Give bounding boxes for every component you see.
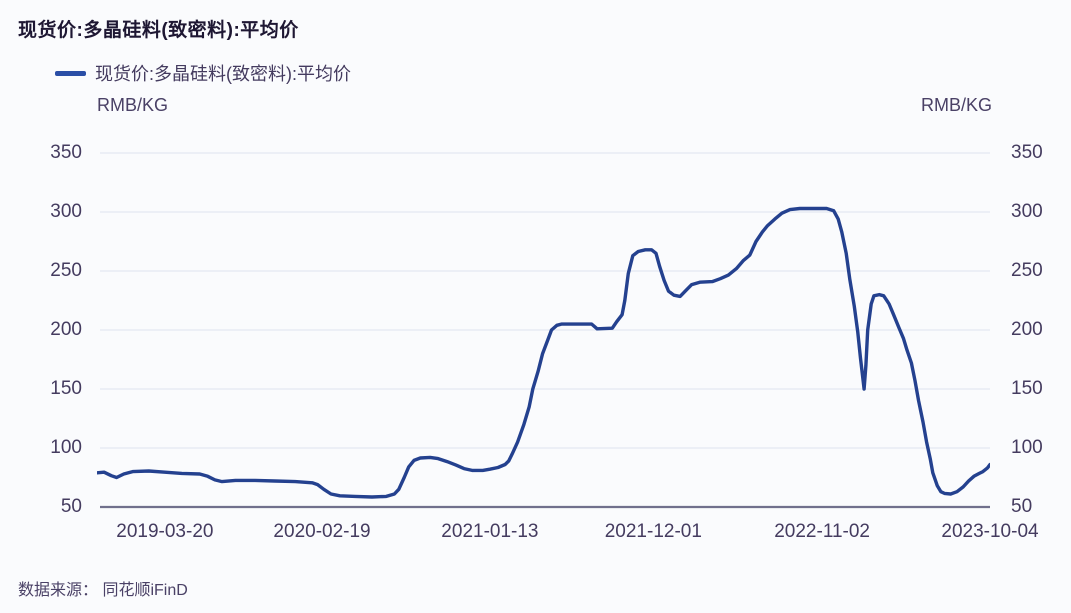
y-axis-label-right: 100 <box>1011 437 1043 458</box>
y-axis-label-right: 300 <box>1011 201 1043 222</box>
price-series-line <box>97 206 990 499</box>
legend-line-icon <box>55 70 86 76</box>
x-axis-label: 2022-11-02 <box>774 521 870 542</box>
x-axis-label: 2019-03-20 <box>116 521 214 542</box>
x-axis-label: 2023-10-04 <box>941 521 1039 542</box>
y-axis-label-right: 250 <box>1011 260 1043 281</box>
y-axis-unit-left: RMB/KG <box>97 95 169 115</box>
y-axis-label-left: 350 <box>50 142 82 163</box>
y-axis-label-right: 200 <box>1011 319 1043 340</box>
page-title: 现货价:多晶硅料(致密料):平均价 <box>18 20 299 41</box>
y-axis-label-left: 200 <box>50 319 82 340</box>
x-axis-label: 2021-12-01 <box>604 521 702 542</box>
y-axis-label-right: 350 <box>1011 142 1043 163</box>
y-axis-unit-right: RMB/KG <box>920 95 992 115</box>
y-axis-label-left: 100 <box>50 437 82 458</box>
y-axis-label-right: 50 <box>1011 496 1033 517</box>
y-axis-label-left: 150 <box>50 378 82 399</box>
price-line-chart <box>97 152 990 509</box>
data-source: 数据来源： 同花顺iFinD <box>18 582 188 599</box>
x-axis-label: 2020-02-19 <box>273 521 371 542</box>
y-axis-label-left: 300 <box>50 201 82 222</box>
legend-label: 现货价:多晶硅料(致密料):平均价 <box>95 64 351 84</box>
y-axis-label-left: 250 <box>50 260 82 281</box>
x-axis-label: 2021-01-13 <box>441 521 539 542</box>
y-axis-label-left: 50 <box>60 496 82 517</box>
y-axis-label-right: 150 <box>1011 378 1043 399</box>
legend: 现货价:多晶硅料(致密料):平均价 <box>55 62 351 84</box>
